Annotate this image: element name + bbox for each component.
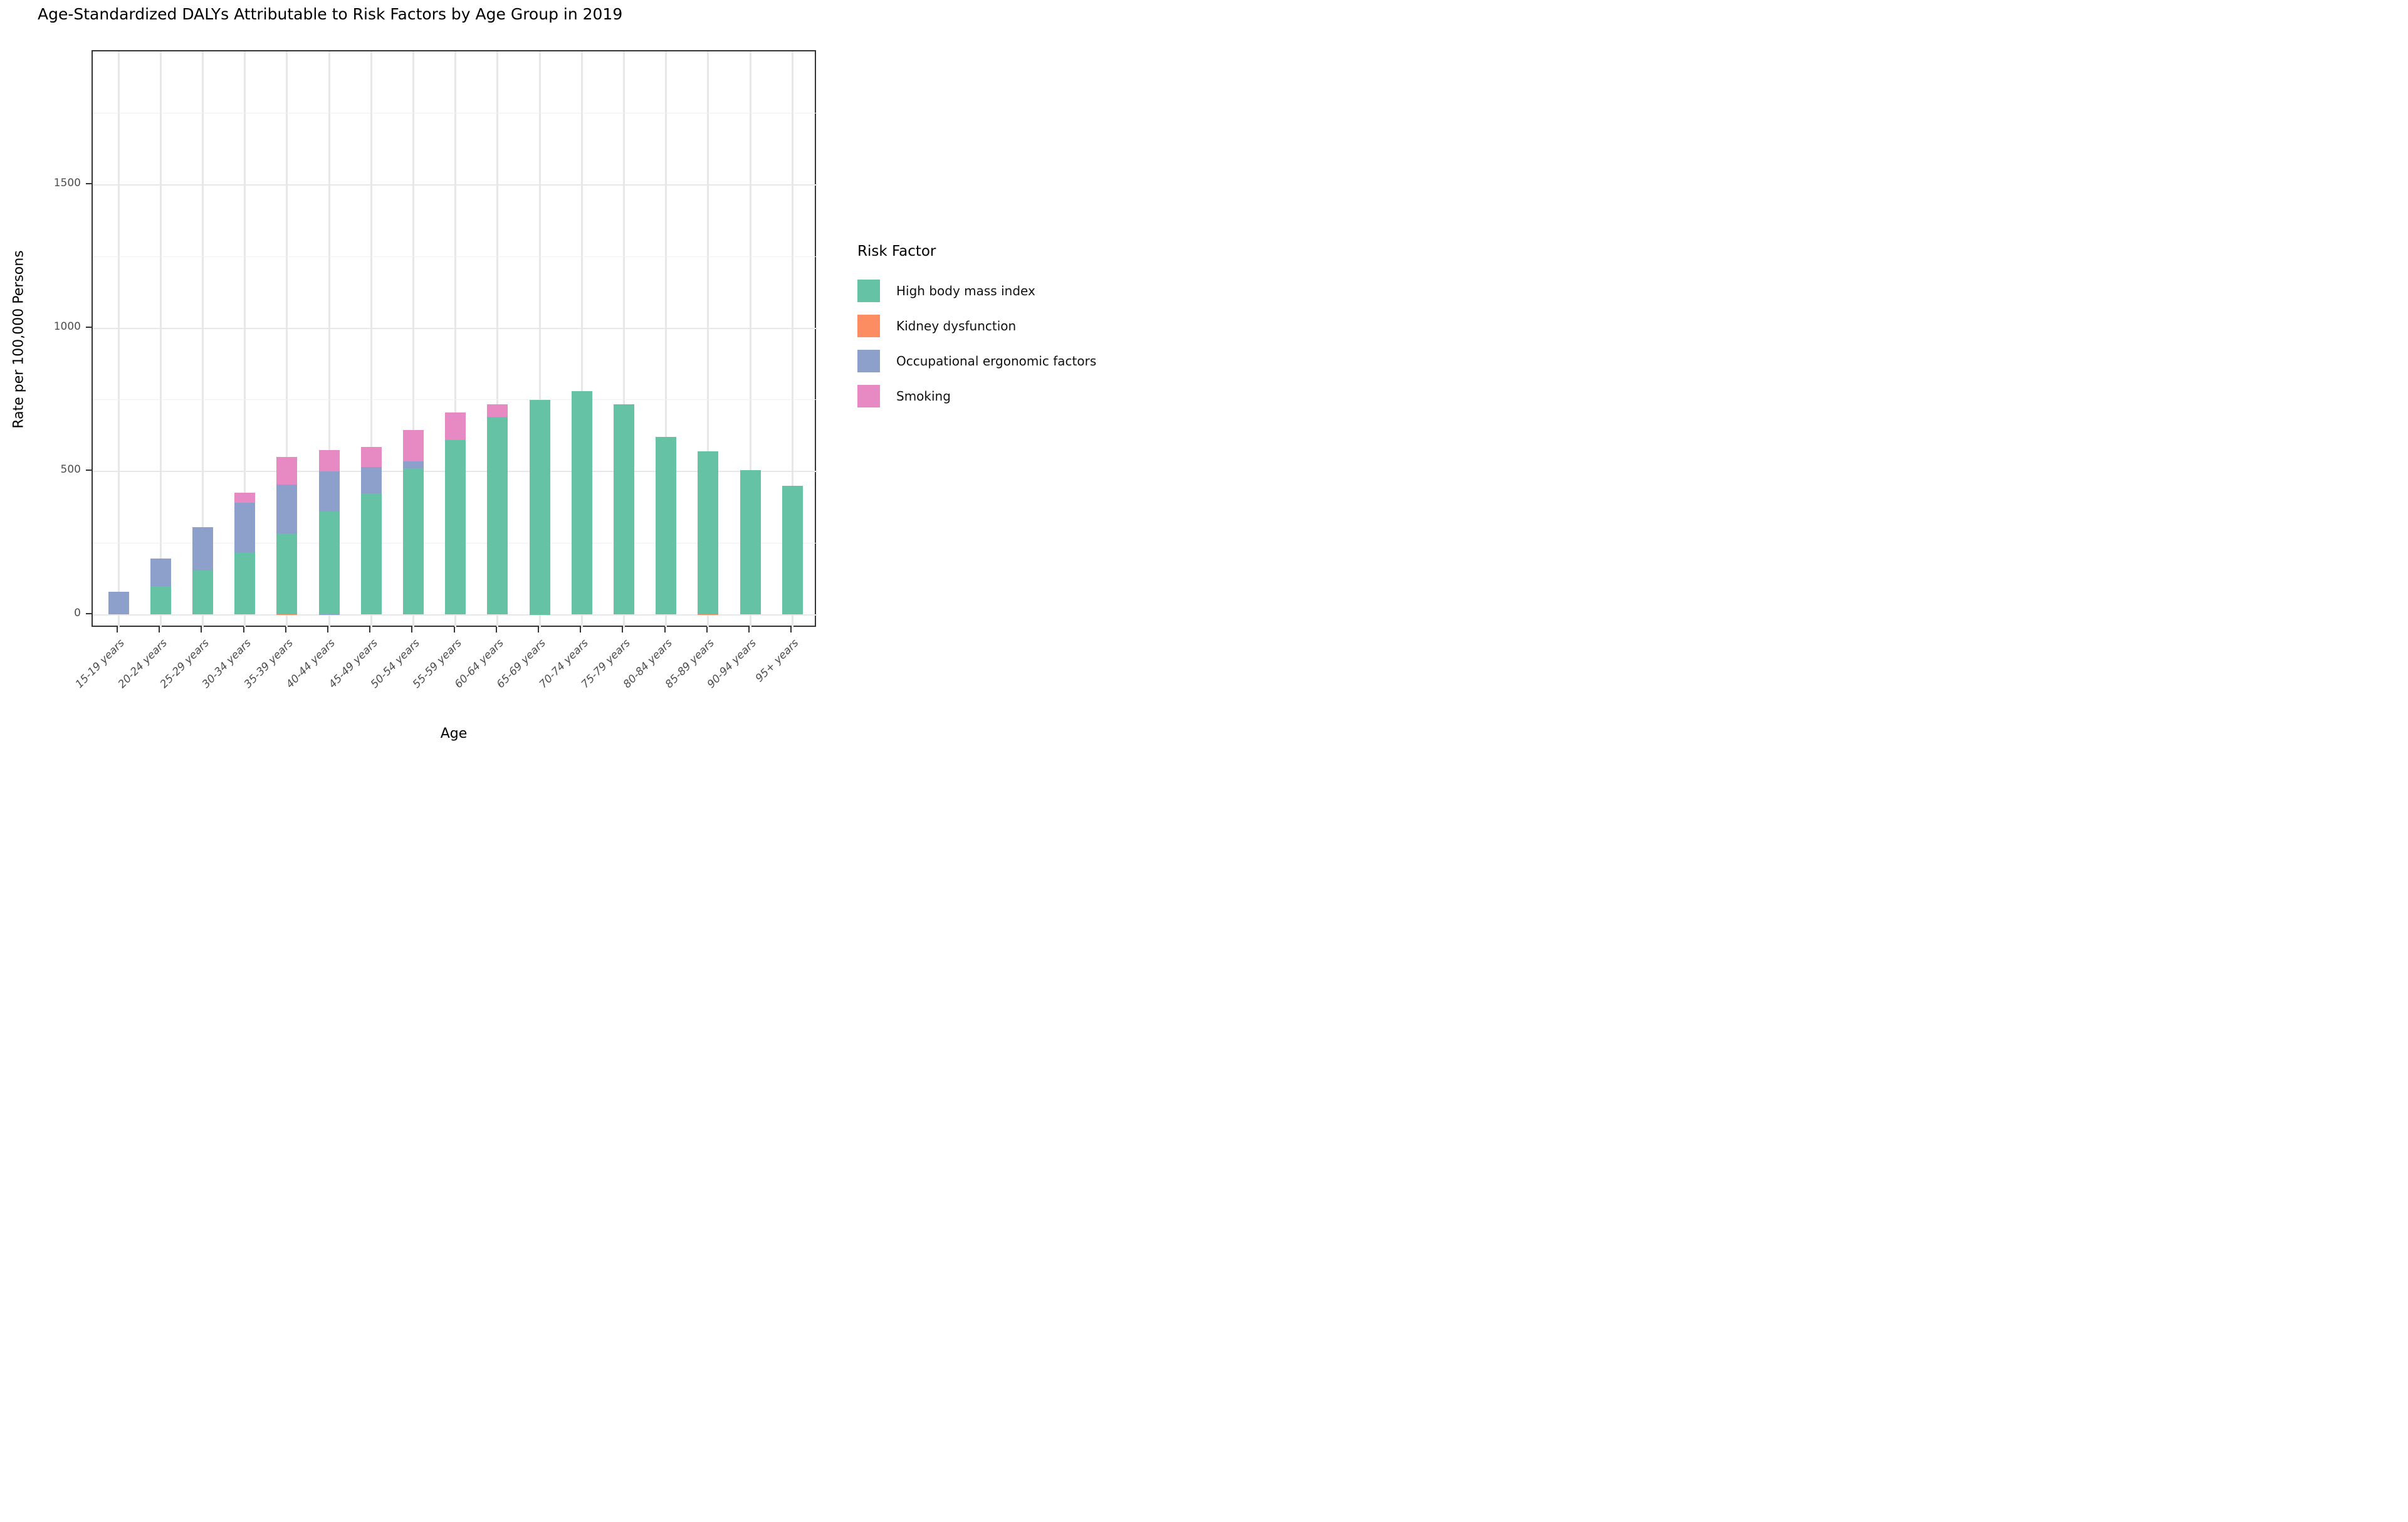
legend-item: High body mass index (857, 273, 1096, 308)
vertical-gridline (454, 51, 457, 628)
vertical-gridline (622, 51, 625, 628)
bar-segment-high-body-mass-index (571, 391, 592, 615)
legend-title: Risk Factor (857, 243, 936, 260)
y-axis-tick (86, 326, 92, 328)
bar-segment-occupational-ergonomic-factors (108, 591, 129, 615)
legend-item: Smoking (857, 379, 1096, 414)
bar-segment-high-body-mass-index (698, 451, 719, 615)
y-tick-label: 1500 (53, 177, 81, 189)
x-axis-tick (790, 627, 792, 632)
vertical-gridline (538, 51, 541, 628)
legend-item: Kidney dysfunction (857, 308, 1096, 344)
chart-title: Age-Standardized DALYs Attributable to R… (38, 5, 623, 23)
legend: Risk Factor High body mass index Kidney … (857, 243, 1096, 414)
x-axis-tick (580, 627, 582, 632)
x-axis-tick (706, 627, 708, 632)
plot-panel (92, 50, 817, 628)
vertical-gridline (496, 51, 499, 628)
vertical-gridline (159, 51, 162, 628)
y-axis-title: Rate per 100,000 Persons (11, 250, 27, 429)
x-axis-tick (159, 627, 160, 632)
x-axis-tick (117, 627, 118, 632)
legend-label: Kidney dysfunction (896, 318, 1017, 333)
bar-segment-high-body-mass-index (318, 511, 340, 615)
major-gridline (93, 614, 817, 616)
bar-segment-high-body-mass-index (445, 439, 466, 615)
x-axis-tick (411, 627, 413, 632)
major-gridline (93, 327, 817, 329)
legend-swatch-high-body-mass-index (857, 280, 880, 302)
x-axis-tick (369, 627, 371, 632)
y-axis-tick (86, 183, 92, 184)
legend-label: Occupational ergonomic factors (896, 354, 1097, 369)
legend-label: High body mass index (896, 283, 1035, 298)
x-axis-tick (748, 627, 750, 632)
bar-segment-high-body-mass-index (782, 485, 803, 615)
bar-segment-high-body-mass-index (740, 470, 761, 615)
vertical-gridline (707, 51, 709, 628)
vertical-gridline (749, 51, 751, 628)
x-axis-tick (538, 627, 539, 632)
legend-swatch-smoking (857, 385, 880, 407)
x-axis-tick (243, 627, 244, 632)
vertical-gridline (580, 51, 583, 628)
vertical-gridline (117, 51, 120, 628)
legend-swatch-kidney-dysfunction (857, 315, 880, 337)
bar-segment-high-body-mass-index (613, 404, 634, 615)
major-gridline (93, 184, 817, 186)
bar-segment-high-body-mass-index (656, 437, 677, 615)
x-axis-title: Age (440, 726, 468, 742)
legend-swatch-occupational-ergonomic-factors (857, 350, 880, 372)
y-axis-tick (86, 612, 92, 614)
y-tick-label: 1000 (53, 320, 81, 333)
vertical-gridline (244, 51, 246, 628)
bar-segment-high-body-mass-index (402, 468, 424, 615)
y-tick-label: 500 (60, 463, 81, 476)
y-tick-label: 0 (74, 606, 81, 619)
bar-segment-high-body-mass-index (360, 493, 382, 615)
y-axis-tick (86, 470, 92, 471)
bar-segment-high-body-mass-index (276, 533, 298, 615)
x-axis-tick (201, 627, 202, 632)
vertical-gridline (286, 51, 288, 628)
bar-segment-high-body-mass-index (192, 570, 213, 615)
vertical-gridline (665, 51, 667, 628)
minor-gridline (93, 399, 817, 401)
minor-gridline (93, 256, 817, 257)
bar-segment-high-body-mass-index (529, 399, 550, 615)
vertical-gridline (201, 51, 204, 628)
legend-item: Occupational ergonomic factors (857, 344, 1096, 379)
vertical-gridline (370, 51, 372, 628)
x-axis-tick (664, 627, 666, 632)
x-tick-label: 95+ years (753, 637, 802, 685)
stacked-bar-chart-figure: Age-Standardized DALYs Attributable to R… (0, 0, 1204, 761)
bar-segment-high-body-mass-index (234, 553, 256, 615)
bar-segment-high-body-mass-index (150, 585, 171, 615)
vertical-gridline (412, 51, 414, 628)
bar-segment-high-body-mass-index (487, 417, 508, 615)
x-axis-tick (622, 627, 624, 632)
vertical-gridline (791, 51, 793, 628)
x-axis-tick (285, 627, 286, 632)
x-axis-tick (453, 627, 455, 632)
x-axis-tick (327, 627, 328, 632)
legend-label: Smoking (896, 389, 951, 404)
x-axis-tick (495, 627, 497, 632)
vertical-gridline (328, 51, 330, 628)
